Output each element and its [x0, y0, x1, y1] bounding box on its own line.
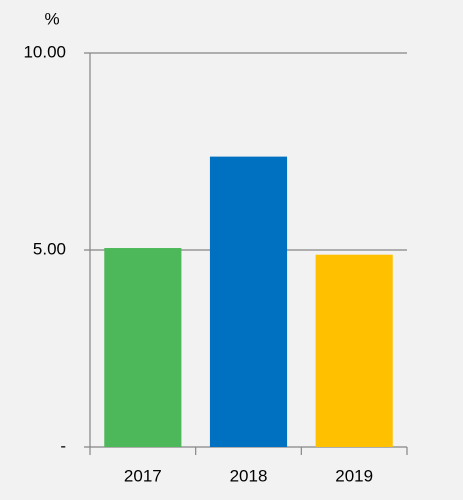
y-tick-label: 10.00 — [23, 42, 66, 61]
bar — [315, 254, 393, 447]
x-tick-label: 2019 — [335, 466, 373, 485]
y-tick-label: 5.00 — [33, 239, 66, 258]
x-tick-label: 2018 — [230, 466, 268, 485]
y-tick-label: - — [60, 436, 66, 455]
x-tick-label: 2017 — [124, 466, 162, 485]
y-axis-label: % — [44, 9, 59, 28]
bar — [209, 156, 288, 447]
bar — [104, 248, 182, 447]
